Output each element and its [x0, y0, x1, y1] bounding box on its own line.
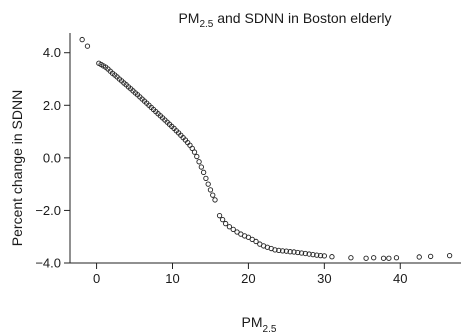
data-point — [230, 226, 236, 233]
x-tick-label: 20 — [241, 271, 255, 286]
data-points — [79, 36, 453, 261]
data-point — [216, 213, 223, 219]
data-point — [371, 255, 377, 261]
data-point — [189, 145, 195, 152]
data-point — [200, 169, 207, 175]
data-point — [205, 181, 211, 187]
data-point — [212, 197, 218, 203]
data-point — [191, 149, 198, 155]
data-point — [283, 248, 290, 254]
data-point — [393, 255, 400, 261]
data-point — [84, 43, 91, 49]
data-point — [306, 251, 312, 257]
data-point — [198, 164, 204, 170]
y-axis-label: Percent change in SDNN — [9, 90, 25, 246]
data-point — [348, 255, 354, 261]
data-point — [363, 255, 369, 261]
data-point — [446, 252, 453, 259]
data-point — [380, 255, 387, 261]
data-point — [226, 224, 233, 230]
data-point — [287, 249, 293, 255]
y-tick-label: 2.0 — [43, 98, 61, 113]
y-tick-label: −4.0 — [35, 256, 61, 271]
x-tick-label: 0 — [93, 271, 100, 286]
data-point — [210, 192, 216, 198]
data-point — [79, 36, 85, 43]
data-point — [194, 153, 200, 160]
axes: 4.0 2.0 0.0 −2.0 −4.0 0 10 20 30 40 — [35, 33, 461, 286]
data-point — [276, 247, 282, 254]
x-axis-label: PM2.5 — [242, 314, 277, 335]
y-tick-label: −2.0 — [35, 203, 61, 218]
data-point — [222, 220, 229, 227]
data-point — [196, 159, 202, 165]
data-point — [253, 238, 259, 245]
data-point — [219, 216, 226, 223]
data-point — [298, 250, 305, 256]
data-point — [203, 175, 209, 182]
data-point — [279, 248, 286, 254]
data-point — [310, 251, 316, 258]
x-tick-label: 40 — [393, 271, 407, 286]
y-tick-label: 0.0 — [43, 150, 61, 165]
data-point — [416, 254, 422, 260]
data-point — [272, 247, 278, 253]
y-tick-label: 4.0 — [43, 45, 61, 60]
data-point — [386, 255, 392, 261]
data-point — [317, 252, 324, 259]
chart-title: PM2.5 and SDNN in Boston elderly — [178, 10, 391, 30]
x-tick-label: 10 — [165, 271, 179, 286]
data-point — [207, 187, 214, 193]
data-point — [427, 253, 434, 260]
data-point — [291, 249, 297, 255]
data-point — [329, 254, 335, 260]
data-point — [321, 253, 327, 259]
data-point — [302, 250, 309, 257]
data-point — [314, 252, 320, 258]
data-point — [295, 249, 301, 256]
x-tick-label: 30 — [317, 271, 331, 286]
